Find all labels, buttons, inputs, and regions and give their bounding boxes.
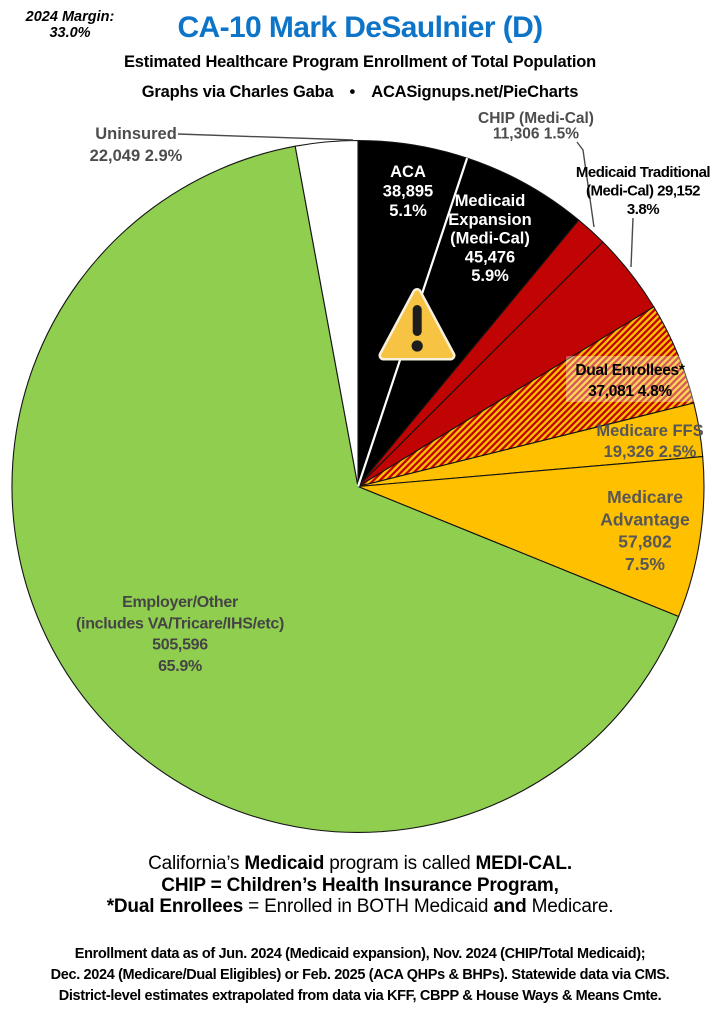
note-text-run: program is called bbox=[324, 853, 476, 874]
note-text-run: = bbox=[205, 874, 227, 896]
warning-triangle-icon bbox=[378, 288, 456, 361]
segment-label-dual: 37,081 4.8% bbox=[588, 383, 672, 400]
note-text-run: California’s bbox=[148, 853, 245, 874]
notes-block: California’s Medicaid program is called … bbox=[0, 853, 720, 918]
leader-line-chip bbox=[576, 141, 595, 228]
segment-label-medicaid-expansion: (Medi-Cal) bbox=[450, 230, 530, 248]
note-text-run: CHIP bbox=[161, 874, 206, 896]
chart-byline: Graphs via Charles Gaba • ACASignups.net… bbox=[141, 83, 579, 101]
note-text-run: Children’s Health Insurance Program, bbox=[226, 874, 559, 896]
pie-segment-medicaid-expansion bbox=[357, 157, 580, 488]
segment-label-medicaid-expansion: 5.9% bbox=[471, 267, 509, 285]
segment-label-uninsured: Uninsured bbox=[95, 125, 177, 143]
pie-segment-uninsured bbox=[294, 139, 359, 488]
note-text-run: MEDI-CAL. bbox=[475, 853, 573, 874]
note-text-run: and bbox=[493, 896, 527, 917]
pie-segment-medicare-advantage bbox=[357, 456, 705, 618]
footer-line: Enrollment data as of Jun. 2024 (Medicai… bbox=[74, 946, 646, 962]
dual-enrollees-label-box bbox=[566, 356, 696, 402]
footer-line: District-level estimates extrapolated fr… bbox=[58, 988, 662, 1004]
segment-label-employer: Employer/Other bbox=[122, 594, 238, 611]
segment-label-medicaid-expansion: Medicaid bbox=[455, 192, 526, 210]
segment-label-medicare-advantage: Medicare bbox=[607, 487, 683, 507]
pie-segment-employer bbox=[11, 145, 680, 833]
segment-label-aca: ACA bbox=[390, 163, 426, 181]
segment-label-medicare-advantage: 7.5% bbox=[625, 554, 665, 574]
leader-line-uninsured bbox=[177, 133, 354, 141]
segment-label-employer: 505,596 bbox=[152, 637, 208, 654]
margin-note-value: 33.0% bbox=[49, 25, 91, 41]
segment-label-employer: (includes VA/Tricare/IHS/etc) bbox=[76, 615, 284, 632]
note-line-medicaid: California’s Medicaid program is called … bbox=[0, 853, 720, 875]
segment-label-uninsured: 22,049 2.9% bbox=[90, 147, 183, 165]
segment-label-dual: Dual Enrollees* bbox=[575, 362, 685, 379]
note-text-run: *Dual Enrollees bbox=[106, 896, 244, 917]
segment-label-medicare-advantage: Advantage bbox=[600, 509, 690, 529]
page-title: CA-10 Mark DeSaulnier (D) bbox=[177, 11, 543, 44]
note-text-run: = Enrolled in BOTH Medicaid bbox=[243, 896, 494, 917]
segment-label-medicare-ffs: 19,326 2.5% bbox=[604, 443, 697, 461]
segment-label-employer: 65.9% bbox=[158, 658, 202, 675]
segment-label-aca: 5.1% bbox=[389, 202, 427, 220]
leader-line-medicaid-traditional bbox=[630, 217, 634, 268]
segment-label-aca: 38,895 bbox=[383, 183, 433, 201]
segment-label-chip: CHIP (Medi-Cal) bbox=[478, 110, 594, 127]
footer-block: Enrollment data as of Jun. 2024 (Medicai… bbox=[0, 944, 720, 1007]
note-text-run: Medicaid bbox=[244, 853, 325, 874]
margin-note: 2024 Margin: 33.0% bbox=[2, 9, 138, 41]
margin-note-label: 2024 Margin: bbox=[25, 9, 115, 25]
segment-label-medicaid-traditional: 3.8% bbox=[627, 201, 659, 218]
segment-label-medicaid-expansion: Expansion bbox=[448, 211, 531, 229]
segment-label-medicare-advantage: 57,802 bbox=[618, 532, 672, 552]
chart-subtitle: Estimated Healthcare Program Enrollment … bbox=[124, 53, 596, 71]
exclamation-dot bbox=[411, 340, 423, 352]
segment-label-chip: 11,306 1.5% bbox=[493, 126, 579, 143]
segment-label-medicaid-traditional: Medicaid Traditional bbox=[576, 164, 711, 181]
note-text-run: Medicare. bbox=[526, 896, 614, 917]
footer-line: Dec. 2024 (Medicare/Dual Eligibles) or F… bbox=[50, 967, 670, 983]
segment-label-medicaid-expansion: 45,476 bbox=[465, 248, 515, 266]
segment-label-medicaid-traditional: (Medi-Cal) 29,152 bbox=[586, 183, 700, 200]
note-line-chip: CHIP = Children’s Health Insurance Progr… bbox=[0, 875, 720, 897]
note-line-dual: *Dual Enrollees = Enrolled in BOTH Medic… bbox=[0, 896, 720, 918]
exclamation-bar bbox=[412, 305, 422, 336]
segment-label-medicare-ffs: Medicare FFS bbox=[596, 422, 703, 440]
